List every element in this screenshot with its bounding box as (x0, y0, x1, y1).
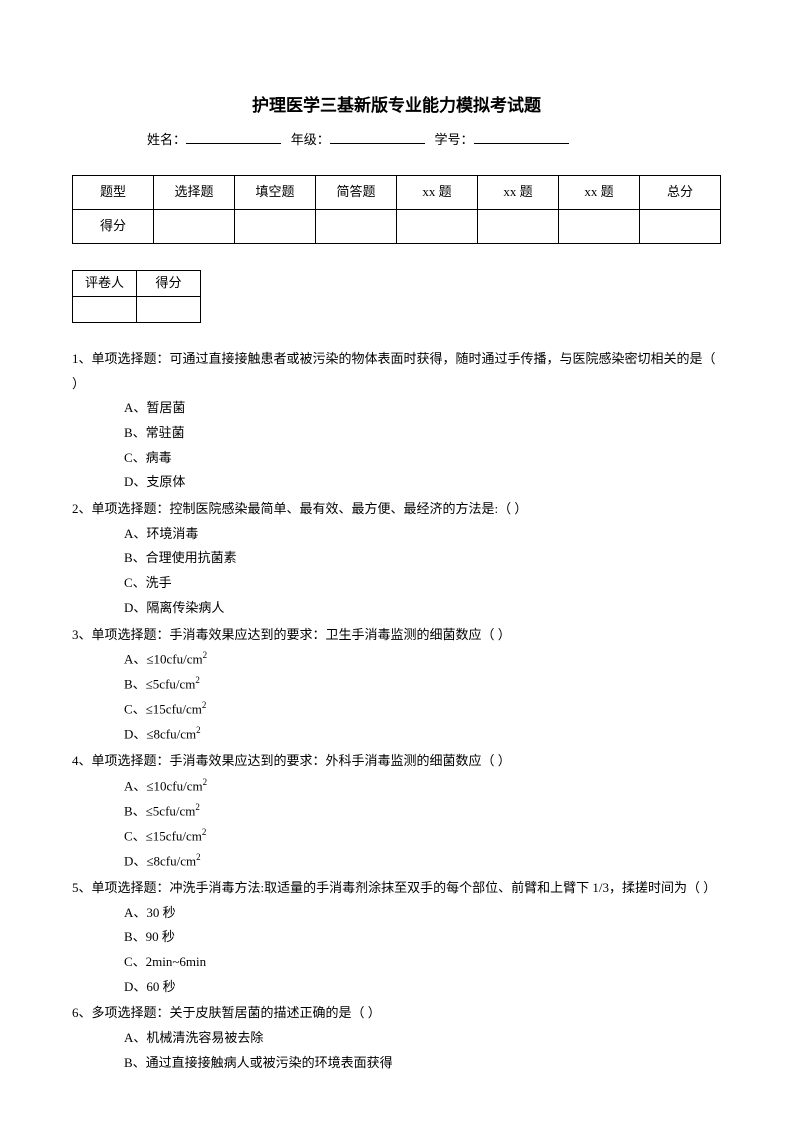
grade-label: 年级： (291, 132, 330, 147)
question: 2、单项选择题：控制医院感染最简单、最有效、最方便、最经济的方法是:（ ）A、环… (72, 497, 721, 620)
table-row: 得分 (73, 209, 721, 243)
option: A、暂居菌 (72, 396, 721, 421)
option: A、机械清洗容易被去除 (72, 1026, 721, 1051)
option: C、2min~6min (72, 950, 721, 975)
question-stem: 2、单项选择题：控制医院感染最简单、最有效、最方便、最经济的方法是:（ ） (72, 497, 721, 522)
option: C、病毒 (72, 446, 721, 471)
option: C、≤15cfu/cm2 (72, 824, 721, 849)
option: B、≤5cfu/cm2 (72, 672, 721, 697)
cell[interactable] (235, 209, 316, 243)
question: 1、单项选择题：可通过直接接触患者或被污染的物体表面时获得，随时通过手传播，与医… (72, 347, 721, 495)
question: 3、单项选择题：手消毒效果应达到的要求：卫生手消毒监测的细菌数应（ ）A、≤10… (72, 623, 721, 748)
option: A、环境消毒 (72, 522, 721, 547)
option: A、≤10cfu/cm2 (72, 647, 721, 672)
cell: 题型 (73, 175, 154, 209)
cell: 选择题 (154, 175, 235, 209)
option: D、60 秒 (72, 975, 721, 1000)
grader-table: 评卷人 得分 (72, 270, 201, 323)
cell: 简答题 (316, 175, 397, 209)
option: A、≤10cfu/cm2 (72, 774, 721, 799)
cell[interactable] (154, 209, 235, 243)
cell[interactable] (397, 209, 478, 243)
option: B、合理使用抗菌素 (72, 546, 721, 571)
cell[interactable] (137, 296, 201, 322)
cell: 得分 (137, 270, 201, 296)
question-stem: 6、多项选择题：关于皮肤暂居菌的描述正确的是（ ） (72, 1001, 721, 1026)
question-stem: 1、单项选择题：可通过直接接触患者或被污染的物体表面时获得，随时通过手传播，与医… (72, 347, 721, 396)
id-label: 学号： (435, 132, 474, 147)
cell: 得分 (73, 209, 154, 243)
question: 6、多项选择题：关于皮肤暂居菌的描述正确的是（ ）A、机械清洗容易被去除B、通过… (72, 1001, 721, 1075)
questions-section: 1、单项选择题：可通过直接接触患者或被污染的物体表面时获得，随时通过手传播，与医… (72, 347, 721, 1076)
cell: xx 题 (397, 175, 478, 209)
cell[interactable] (559, 209, 640, 243)
option: B、≤5cfu/cm2 (72, 799, 721, 824)
page-title: 护理医学三基新版专业能力模拟考试题 (72, 90, 721, 122)
name-blank[interactable] (186, 128, 281, 144)
option: D、≤8cfu/cm2 (72, 722, 721, 747)
cell: xx 题 (559, 175, 640, 209)
option: D、≤8cfu/cm2 (72, 849, 721, 874)
table-row (73, 296, 201, 322)
question-stem: 3、单项选择题：手消毒效果应达到的要求：卫生手消毒监测的细菌数应（ ） (72, 623, 721, 648)
info-line: 姓名： 年级： 学号： (72, 128, 721, 153)
id-blank[interactable] (474, 128, 569, 144)
grade-blank[interactable] (330, 128, 425, 144)
cell: 总分 (640, 175, 721, 209)
question: 5、单项选择题：冲洗手消毒方法:取适量的手消毒剂涂抹至双手的每个部位、前臂和上臂… (72, 876, 721, 999)
option: C、≤15cfu/cm2 (72, 697, 721, 722)
option: D、支原体 (72, 470, 721, 495)
question-stem: 5、单项选择题：冲洗手消毒方法:取适量的手消毒剂涂抹至双手的每个部位、前臂和上臂… (72, 876, 721, 901)
question: 4、单项选择题：手消毒效果应达到的要求：外科手消毒监测的细菌数应（ ）A、≤10… (72, 749, 721, 874)
cell: xx 题 (478, 175, 559, 209)
score-table: 题型 选择题 填空题 简答题 xx 题 xx 题 xx 题 总分 得分 (72, 175, 721, 244)
option: A、30 秒 (72, 901, 721, 926)
cell: 评卷人 (73, 270, 137, 296)
table-row: 题型 选择题 填空题 简答题 xx 题 xx 题 xx 题 总分 (73, 175, 721, 209)
option: C、洗手 (72, 571, 721, 596)
question-stem: 4、单项选择题：手消毒效果应达到的要求：外科手消毒监测的细菌数应（ ） (72, 749, 721, 774)
cell[interactable] (316, 209, 397, 243)
cell[interactable] (73, 296, 137, 322)
cell: 填空题 (235, 175, 316, 209)
table-row: 评卷人 得分 (73, 270, 201, 296)
option: B、通过直接接触病人或被污染的环境表面获得 (72, 1051, 721, 1076)
option: B、常驻菌 (72, 421, 721, 446)
cell[interactable] (640, 209, 721, 243)
option: D、隔离传染病人 (72, 596, 721, 621)
name-label: 姓名： (147, 132, 186, 147)
option: B、90 秒 (72, 925, 721, 950)
cell[interactable] (478, 209, 559, 243)
